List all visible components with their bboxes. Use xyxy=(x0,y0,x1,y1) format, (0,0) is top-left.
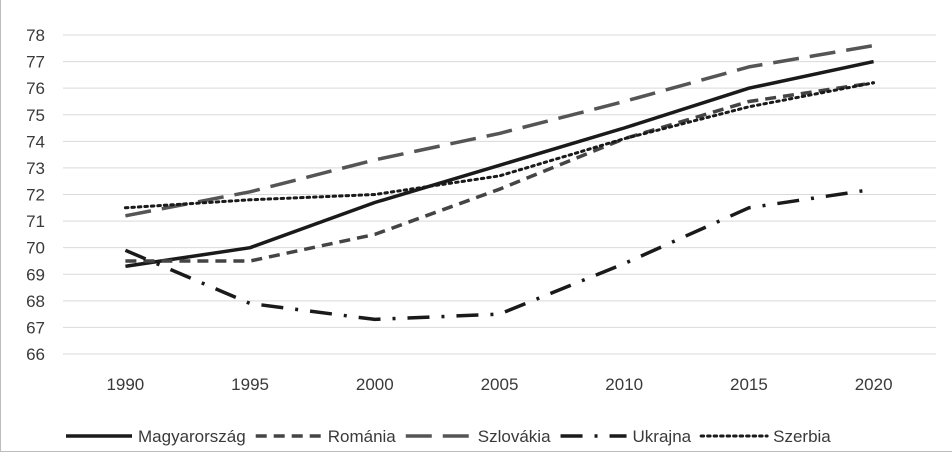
legend: Magyarország Románia Szlovákia Ukrajna Szerb… xyxy=(66,427,831,446)
series-line-szerbia xyxy=(123,81,876,210)
series-line-magyarország xyxy=(125,59,874,269)
y-tick-label: 76 xyxy=(26,79,45,98)
gridlines xyxy=(63,34,936,355)
x-tick-label: 2010 xyxy=(605,375,643,394)
y-tick-label: 73 xyxy=(26,159,45,178)
y-axis-ticks: 66 67 68 69 70 71 72 73 74 75 76 77 78 xyxy=(26,26,45,364)
series-lines xyxy=(123,43,876,322)
x-tick-label: 2005 xyxy=(481,375,519,394)
legend-label: Szlovákia xyxy=(478,427,551,446)
x-tick-label: 1995 xyxy=(231,375,269,394)
x-tick-label: 2000 xyxy=(356,375,394,394)
x-tick-label: 1990 xyxy=(106,375,144,394)
y-tick-label: 75 xyxy=(26,106,45,125)
y-tick-label: 77 xyxy=(26,53,45,72)
legend-label: Szerbia xyxy=(773,427,831,446)
x-axis: 1990 1995 2000 2005 2010 2015 2020 xyxy=(106,375,892,394)
x-tick-label: 2020 xyxy=(855,375,893,394)
x-tick-label: 2015 xyxy=(730,375,768,394)
y-tick-label: 78 xyxy=(26,26,45,45)
y-tick-label: 74 xyxy=(26,132,45,151)
legend-label: Magyarország xyxy=(138,427,246,446)
y-tick-label: 69 xyxy=(26,265,45,284)
y-tick-label: 68 xyxy=(26,292,45,311)
legend-label: Románia xyxy=(328,427,397,446)
series-line-románia xyxy=(125,81,874,263)
legend-label: Ukrajna xyxy=(633,427,692,446)
y-tick-label: 72 xyxy=(26,186,45,205)
series-line-szlovákia xyxy=(125,43,874,218)
y-tick-label: 70 xyxy=(26,239,45,258)
series-line-ukrajna xyxy=(124,187,874,322)
y-tick-label: 67 xyxy=(26,318,45,337)
y-tick-label: 66 xyxy=(26,345,45,364)
y-tick-label: 71 xyxy=(26,212,45,231)
